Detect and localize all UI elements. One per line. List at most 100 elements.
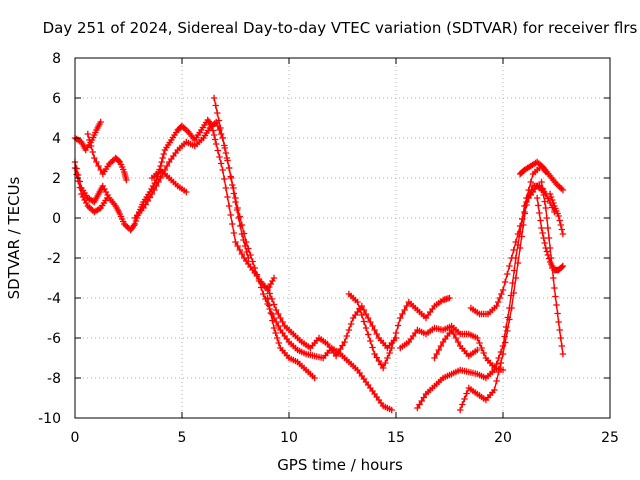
data-point: [397, 314, 404, 322]
data-point-marker: [373, 330, 380, 338]
data-series: [345, 290, 453, 372]
y-tick-label: 6: [52, 91, 61, 107]
data-point: [217, 124, 224, 132]
data-point-marker: [279, 318, 286, 326]
data-series: [431, 326, 481, 362]
data-point-marker: [536, 209, 543, 217]
data-point: [431, 354, 438, 362]
x-tick-label: 5: [178, 430, 187, 446]
data-point-marker: [418, 397, 425, 405]
data-point-marker: [229, 220, 236, 228]
data-point-marker: [547, 193, 555, 201]
data-point-marker: [153, 182, 160, 190]
data-point-marker: [535, 202, 542, 209]
data-point: [388, 344, 395, 352]
data-point-marker: [275, 322, 282, 330]
data-point-marker: [369, 344, 376, 351]
data-point: [225, 164, 233, 172]
data-point-marker: [544, 224, 552, 232]
data-point: [499, 286, 507, 294]
data-point-marker: [463, 390, 470, 397]
data-series: [148, 166, 190, 196]
data-point-marker: [76, 184, 83, 191]
data-point-marker: [360, 318, 368, 325]
data-point-marker: [558, 342, 565, 350]
data-point-marker: [371, 326, 378, 334]
data-point-marker: [230, 229, 238, 237]
data-point-marker: [234, 242, 241, 250]
data-point-marker: [163, 162, 171, 170]
data-point-marker: [214, 109, 221, 117]
data-point-marker: [247, 251, 254, 259]
data-point-marker: [540, 191, 547, 199]
data-point-marker: [518, 233, 525, 240]
data-series: [397, 322, 507, 374]
y-tick-label: -4: [47, 291, 61, 307]
data-point: [555, 318, 562, 326]
data-point: [534, 194, 541, 202]
data-point-marker: [512, 274, 519, 282]
data-point-marker: [335, 349, 342, 356]
data-point-marker: [510, 246, 517, 254]
data-point: [157, 174, 164, 182]
data-point: [332, 352, 340, 360]
data-point-marker: [537, 217, 544, 224]
data-point-marker: [274, 334, 281, 342]
data-point-marker: [219, 134, 226, 142]
data-point: [123, 176, 130, 184]
data-point-marker: [452, 334, 460, 342]
data-point-marker: [557, 221, 564, 229]
y-tick-label: 4: [52, 131, 61, 147]
data-point-marker: [495, 368, 502, 376]
data-point-marker: [155, 178, 162, 186]
data-point-marker: [240, 230, 248, 237]
data-point-marker: [435, 346, 442, 354]
data-point-marker: [365, 331, 372, 338]
data-series: [546, 190, 567, 238]
data-point-marker: [401, 306, 408, 314]
x-tick-label: 15: [387, 430, 405, 446]
data-point-marker: [523, 201, 530, 209]
y-tick-label: 2: [52, 171, 61, 187]
data-point-marker: [221, 175, 228, 183]
data-point-marker: [375, 357, 383, 365]
data-point-marker: [238, 221, 246, 229]
data-point: [131, 220, 139, 228]
data-point-marker: [369, 322, 376, 330]
data-point-marker: [142, 201, 149, 208]
data-point-marker: [501, 278, 509, 286]
y-tick-label: 0: [52, 211, 61, 227]
data-point: [91, 154, 98, 162]
data-point-marker: [541, 198, 548, 205]
axis-ticks: 0 5 10 15 20 25 -10 -8 -6 -4 -2 0 2 4 6 8: [38, 51, 619, 446]
data-point: [538, 178, 545, 186]
data-point: [457, 406, 464, 414]
data-point: [542, 244, 549, 252]
data-point-marker: [493, 360, 500, 368]
data-point-marker: [541, 239, 548, 247]
data-point-marker: [552, 293, 559, 300]
data-point-marker: [367, 337, 374, 345]
data-point-marker: [269, 317, 276, 324]
data-point-marker: [550, 199, 557, 207]
data-point-marker: [476, 339, 483, 347]
data-point: [559, 186, 567, 194]
data-point-marker: [416, 401, 423, 408]
data-point-marker: [221, 144, 228, 152]
data-point-marker: [519, 215, 526, 223]
data-point: [273, 306, 280, 314]
data-point: [491, 366, 498, 374]
data-point-marker: [160, 150, 167, 158]
data-point-marker: [228, 174, 235, 182]
data-point-marker: [238, 250, 246, 258]
data-point-marker: [495, 298, 502, 306]
data-point-marker: [437, 342, 445, 350]
data-point: [183, 188, 190, 196]
data-point-marker: [553, 301, 560, 309]
data-point-marker: [557, 334, 564, 342]
data-point-marker: [394, 322, 402, 329]
data-point: [84, 130, 91, 138]
data-point-marker: [87, 142, 95, 150]
data-point-marker: [89, 148, 96, 156]
data-point-marker: [227, 211, 234, 219]
